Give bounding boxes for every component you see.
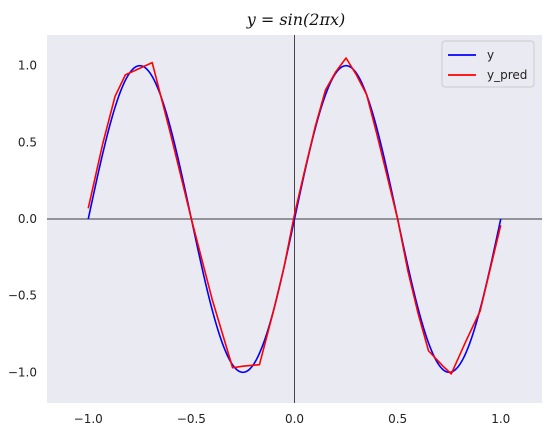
x-tick-labels: −1.0 −0.5 0.0 0.5 1.0 (74, 412, 511, 426)
y-tick-label: 0.5 (18, 135, 37, 149)
x-tick-label: 0.0 (285, 412, 304, 426)
x-tick-label: 1.0 (491, 412, 510, 426)
legend-y-label: y (487, 48, 494, 62)
series-line-y-pred (87, 57, 502, 375)
y-tick-label: 0.0 (18, 212, 37, 226)
y-tick-label: −0.5 (8, 289, 37, 303)
x-tick-label: −1.0 (74, 412, 103, 426)
y-tick-label: −1.0 (8, 365, 37, 379)
series-line-y (87, 64, 502, 374)
series-layer (87, 57, 502, 375)
chart-title: y = sin(2πx) (246, 10, 345, 29)
x-tick-label: −0.5 (177, 412, 206, 426)
legend: y y_pred (441, 40, 535, 88)
legend-y-pred-label: y_pred (487, 68, 527, 82)
y-tick-label: 1.0 (18, 59, 37, 73)
y-tick-labels: −1.0 −0.5 0.0 0.5 1.0 (8, 59, 37, 380)
x-tick-label: 0.5 (388, 412, 407, 426)
